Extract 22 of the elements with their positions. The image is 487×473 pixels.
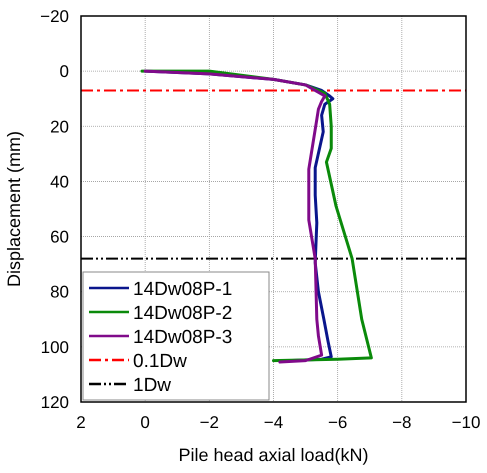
y-tick-label: 120 bbox=[40, 393, 69, 412]
x-axis-title: Pile head axial load(kN) bbox=[178, 445, 369, 465]
x-tick-label: −4 bbox=[264, 413, 284, 432]
x-tick-label: −6 bbox=[328, 413, 348, 432]
y-tick-label: 20 bbox=[50, 117, 69, 136]
y-axis-title: Displacement (mm) bbox=[4, 130, 24, 288]
y-tick-label: 80 bbox=[50, 282, 69, 302]
y-tick-label: 40 bbox=[50, 172, 69, 192]
y-tick-label: 100 bbox=[40, 338, 69, 357]
legend-label: 14Dw08P-2 bbox=[133, 303, 232, 324]
y-tick-label: 0 bbox=[60, 62, 69, 82]
x-tick-label: 0 bbox=[140, 413, 150, 432]
x-tick-label: −8 bbox=[392, 413, 412, 432]
legend-label: 0.1Dw bbox=[133, 351, 188, 372]
x-tick-label: 2 bbox=[76, 413, 86, 432]
y-tick-label: 60 bbox=[50, 228, 69, 247]
x-tick-label: −2 bbox=[200, 413, 220, 432]
y-tick-label: −20 bbox=[40, 7, 69, 26]
legend-label: 14Dw08P-3 bbox=[133, 327, 232, 348]
legend-label: 14Dw08P-1 bbox=[133, 279, 232, 300]
legend-label: 1Dw bbox=[133, 375, 172, 396]
x-tick-label: −10 bbox=[452, 413, 480, 432]
